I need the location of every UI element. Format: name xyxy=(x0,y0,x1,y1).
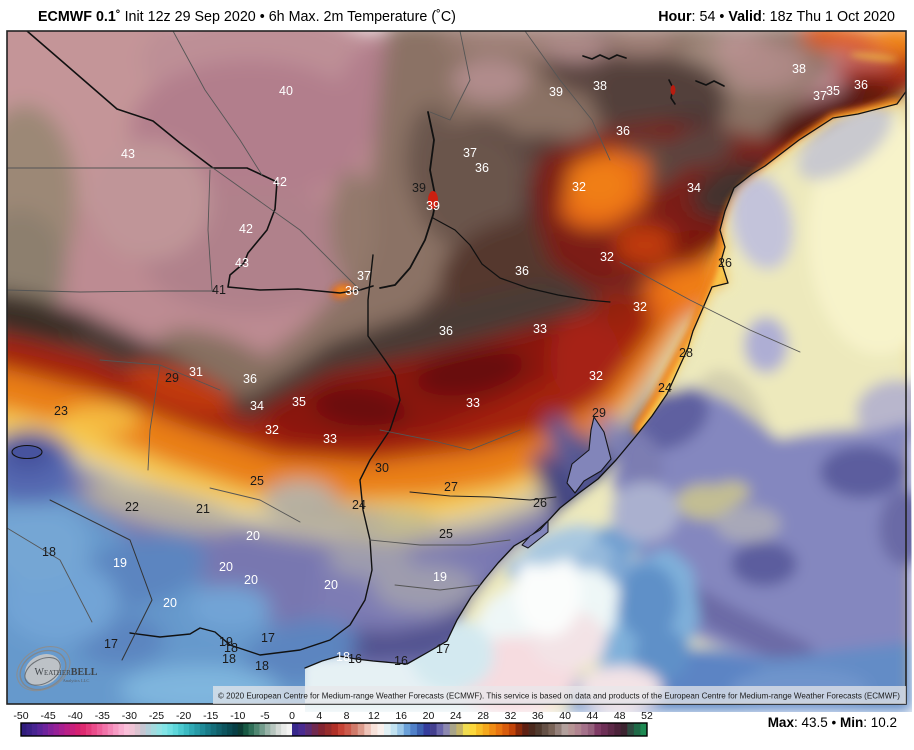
svg-text:18: 18 xyxy=(336,650,350,664)
svg-text:-15: -15 xyxy=(203,710,218,722)
svg-text:36: 36 xyxy=(243,372,257,386)
svg-text:32: 32 xyxy=(600,250,614,264)
svg-text:42: 42 xyxy=(239,222,253,236)
svg-text:0: 0 xyxy=(289,710,295,722)
svg-text:-30: -30 xyxy=(122,710,137,722)
svg-text:34: 34 xyxy=(687,181,701,195)
svg-text:40: 40 xyxy=(279,84,293,98)
svg-text:32: 32 xyxy=(589,369,603,383)
svg-text:34: 34 xyxy=(250,399,264,413)
svg-text:52: 52 xyxy=(641,710,653,722)
svg-text:26: 26 xyxy=(533,496,547,510)
svg-text:20: 20 xyxy=(163,596,177,610)
svg-text:-45: -45 xyxy=(41,710,56,722)
svg-text:17: 17 xyxy=(104,637,118,651)
svg-text:-40: -40 xyxy=(68,710,83,722)
svg-text:48: 48 xyxy=(614,710,626,722)
svg-text:-25: -25 xyxy=(149,710,164,722)
svg-text:40: 40 xyxy=(559,710,571,722)
svg-text:28: 28 xyxy=(679,346,693,360)
svg-text:29: 29 xyxy=(592,406,606,420)
svg-text:16: 16 xyxy=(348,652,362,666)
svg-text:41: 41 xyxy=(212,283,226,297)
svg-text:44: 44 xyxy=(587,710,599,722)
svg-text:Analytics LLC: Analytics LLC xyxy=(63,678,90,683)
svg-text:38: 38 xyxy=(593,79,607,93)
svg-text:WEATHERBELL: WEATHERBELL xyxy=(35,667,98,678)
svg-text:24: 24 xyxy=(352,498,366,512)
svg-text:18: 18 xyxy=(42,545,56,559)
svg-text:20: 20 xyxy=(219,560,233,574)
svg-text:20: 20 xyxy=(246,529,260,543)
svg-text:39: 39 xyxy=(426,199,440,213)
svg-text:27: 27 xyxy=(444,480,458,494)
svg-text:21: 21 xyxy=(196,502,210,516)
svg-text:-20: -20 xyxy=(176,710,191,722)
svg-text:30: 30 xyxy=(375,461,389,475)
svg-text:12: 12 xyxy=(368,710,380,722)
svg-text:24: 24 xyxy=(450,710,462,722)
svg-text:36: 36 xyxy=(532,710,544,722)
svg-text:20: 20 xyxy=(324,578,338,592)
svg-text:Hour: 54 • Valid: 18z Thu 1 Oc: Hour: 54 • Valid: 18z Thu 1 Oct 2020 xyxy=(658,9,895,25)
svg-text:36: 36 xyxy=(854,78,868,92)
svg-text:16: 16 xyxy=(395,710,407,722)
svg-text:19: 19 xyxy=(219,635,233,649)
svg-text:36: 36 xyxy=(439,324,453,338)
svg-text:33: 33 xyxy=(466,396,480,410)
svg-text:31: 31 xyxy=(189,365,203,379)
svg-text:-50: -50 xyxy=(13,710,28,722)
svg-text:© 2020 European Centre for Med: © 2020 European Centre for Medium-range … xyxy=(218,691,900,701)
svg-text:36: 36 xyxy=(475,161,489,175)
svg-text:32: 32 xyxy=(265,423,279,437)
svg-text:Max: 43.5 • Min: 10.2: Max: 43.5 • Min: 10.2 xyxy=(768,715,897,730)
svg-text:17: 17 xyxy=(261,631,275,645)
svg-text:37: 37 xyxy=(463,146,477,160)
svg-text:ECMWF 0.1˚ Init 12z 29 Sep 202: ECMWF 0.1˚ Init 12z 29 Sep 2020 • 6h Max… xyxy=(38,9,456,25)
svg-text:20: 20 xyxy=(423,710,435,722)
svg-text:19: 19 xyxy=(433,570,447,584)
svg-text:16: 16 xyxy=(394,654,408,668)
svg-text:28: 28 xyxy=(477,710,489,722)
svg-text:-35: -35 xyxy=(95,710,110,722)
svg-text:18: 18 xyxy=(222,652,236,666)
svg-text:39: 39 xyxy=(412,181,426,195)
svg-text:18: 18 xyxy=(224,641,238,655)
svg-text:18: 18 xyxy=(255,659,269,673)
svg-text:17: 17 xyxy=(436,642,450,656)
svg-text:-10: -10 xyxy=(230,710,245,722)
svg-text:33: 33 xyxy=(323,432,337,446)
svg-text:8: 8 xyxy=(344,710,350,722)
svg-text:20: 20 xyxy=(244,573,258,587)
svg-text:35: 35 xyxy=(826,84,840,98)
svg-text:37: 37 xyxy=(357,269,371,283)
svg-text:32: 32 xyxy=(505,710,517,722)
svg-text:36: 36 xyxy=(515,264,529,278)
svg-text:-5: -5 xyxy=(260,710,269,722)
svg-text:32: 32 xyxy=(633,300,647,314)
svg-text:19: 19 xyxy=(113,556,127,570)
svg-text:25: 25 xyxy=(250,474,264,488)
svg-text:4: 4 xyxy=(316,710,322,722)
svg-text:39: 39 xyxy=(549,85,563,99)
svg-text:33: 33 xyxy=(533,322,547,336)
svg-text:25: 25 xyxy=(439,527,453,541)
svg-text:24: 24 xyxy=(658,381,672,395)
svg-text:23: 23 xyxy=(54,404,68,418)
svg-text:35: 35 xyxy=(292,395,306,409)
svg-text:37: 37 xyxy=(813,89,827,103)
svg-text:38: 38 xyxy=(792,62,806,76)
svg-text:32: 32 xyxy=(572,180,586,194)
svg-text:36: 36 xyxy=(616,124,630,138)
svg-text:43: 43 xyxy=(121,147,135,161)
svg-text:42: 42 xyxy=(273,175,287,189)
svg-text:22: 22 xyxy=(125,500,139,514)
svg-text:36: 36 xyxy=(345,284,359,298)
svg-text:43: 43 xyxy=(235,256,249,270)
svg-text:26: 26 xyxy=(718,256,732,270)
svg-text:29: 29 xyxy=(165,371,179,385)
